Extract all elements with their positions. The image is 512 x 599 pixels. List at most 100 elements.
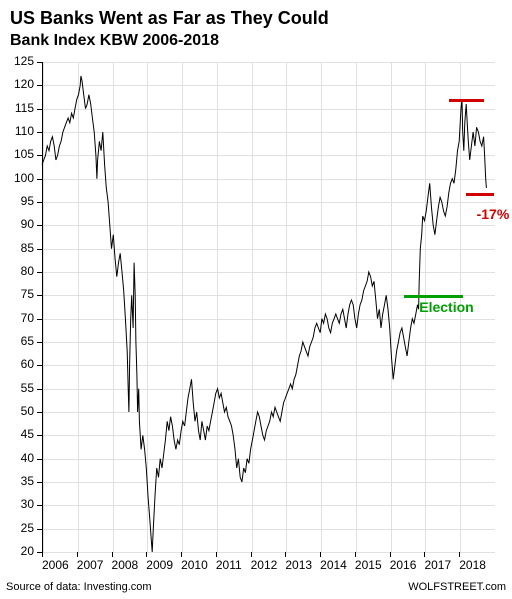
y-tick <box>37 62 42 63</box>
grid-line-v <box>217 62 218 552</box>
grid-line-v <box>147 62 148 552</box>
x-tick <box>459 552 460 557</box>
grid-line-v <box>356 62 357 552</box>
y-tick <box>37 179 42 180</box>
y-tick <box>37 459 42 460</box>
grid-line-v <box>113 62 114 552</box>
y-tick-label: 120 <box>14 77 34 91</box>
y-tick <box>37 132 42 133</box>
grid-line-v <box>286 62 287 552</box>
grid-line-h <box>43 109 495 110</box>
x-tick-label: 2012 <box>251 558 278 572</box>
grid-line-h <box>43 179 495 180</box>
x-tick <box>355 552 356 557</box>
y-tick-label: 75 <box>21 287 34 301</box>
x-tick-label: 2010 <box>181 558 208 572</box>
election-label: Election <box>419 299 473 315</box>
source-label: Source of data: Investing.com <box>6 581 152 593</box>
grid-line-h <box>43 155 495 156</box>
grid-line-h <box>43 342 495 343</box>
y-tick-label: 35 <box>21 474 34 488</box>
grid-line-h <box>43 482 495 483</box>
y-tick <box>37 342 42 343</box>
y-tick-label: 115 <box>15 101 34 115</box>
grid-line-h <box>43 319 495 320</box>
y-tick <box>37 272 42 273</box>
x-tick <box>424 552 425 557</box>
drop-label: -17% <box>477 206 510 222</box>
grid-line-h <box>43 132 495 133</box>
grid-line-h <box>43 85 495 86</box>
brand-label: WOLFSTREET.com <box>408 581 506 593</box>
y-tick <box>37 482 42 483</box>
y-tick <box>37 109 42 110</box>
x-tick-label: 2018 <box>459 558 486 572</box>
y-tick-label: 30 <box>21 497 34 511</box>
x-tick-label: 2013 <box>285 558 312 572</box>
x-tick <box>320 552 321 557</box>
y-tick <box>37 529 42 530</box>
y-tick <box>37 435 42 436</box>
grid-line-h <box>43 202 495 203</box>
y-tick <box>37 225 42 226</box>
drop-top-marker <box>449 99 484 102</box>
y-tick-label: 25 <box>21 521 34 535</box>
x-tick <box>285 552 286 557</box>
y-tick-label: 45 <box>21 427 34 441</box>
y-tick-label: 110 <box>15 124 34 138</box>
grid-line-h <box>43 389 495 390</box>
y-tick-label: 70 <box>21 311 34 325</box>
x-tick-label: 2006 <box>42 558 69 572</box>
y-tick <box>37 155 42 156</box>
grid-line-v <box>252 62 253 552</box>
x-tick-label: 2017 <box>424 558 451 572</box>
y-tick-label: 105 <box>14 147 34 161</box>
y-tick <box>37 85 42 86</box>
grid-line-h <box>43 365 495 366</box>
x-tick-label: 2015 <box>355 558 382 572</box>
x-tick-label: 2014 <box>320 558 347 572</box>
y-tick <box>37 295 42 296</box>
y-tick-label: 80 <box>21 264 34 278</box>
grid-line-h <box>43 272 495 273</box>
x-tick <box>390 552 391 557</box>
x-tick-label: 2007 <box>77 558 104 572</box>
y-tick <box>37 202 42 203</box>
x-tick-label: 2016 <box>390 558 417 572</box>
y-tick-label: 50 <box>21 404 34 418</box>
grid-line-v <box>321 62 322 552</box>
x-tick <box>251 552 252 557</box>
x-tick <box>146 552 147 557</box>
y-tick-label: 90 <box>21 217 34 231</box>
y-tick-label: 100 <box>14 171 34 185</box>
y-tick <box>37 365 42 366</box>
grid-line-h <box>43 249 495 250</box>
x-tick-label: 2009 <box>146 558 173 572</box>
y-tick-label: 60 <box>21 357 34 371</box>
y-tick <box>37 389 42 390</box>
y-tick-label: 40 <box>21 451 34 465</box>
x-tick <box>77 552 78 557</box>
y-tick-label: 95 <box>21 194 34 208</box>
x-tick-label: 2008 <box>112 558 139 572</box>
election-marker <box>404 295 463 298</box>
chart-subtitle: Bank Index KBW 2006-2018 <box>10 32 219 50</box>
grid-line-v <box>391 62 392 552</box>
y-tick <box>37 319 42 320</box>
x-tick <box>216 552 217 557</box>
y-tick-label: 65 <box>21 334 34 348</box>
grid-line-h <box>43 459 495 460</box>
grid-line-h <box>43 62 495 63</box>
grid-line-h <box>43 412 495 413</box>
chart-title: US Banks Went as Far as They Could <box>10 8 329 29</box>
grid-line-h <box>43 505 495 506</box>
y-tick <box>37 505 42 506</box>
grid-line-v <box>43 62 44 552</box>
chart-container: US Banks Went as Far as They Could Bank … <box>0 0 512 599</box>
grid-line-v <box>182 62 183 552</box>
x-tick <box>42 552 43 557</box>
y-tick <box>37 412 42 413</box>
x-tick-label: 2011 <box>216 558 242 572</box>
x-tick <box>112 552 113 557</box>
drop-bottom-marker <box>466 193 494 196</box>
